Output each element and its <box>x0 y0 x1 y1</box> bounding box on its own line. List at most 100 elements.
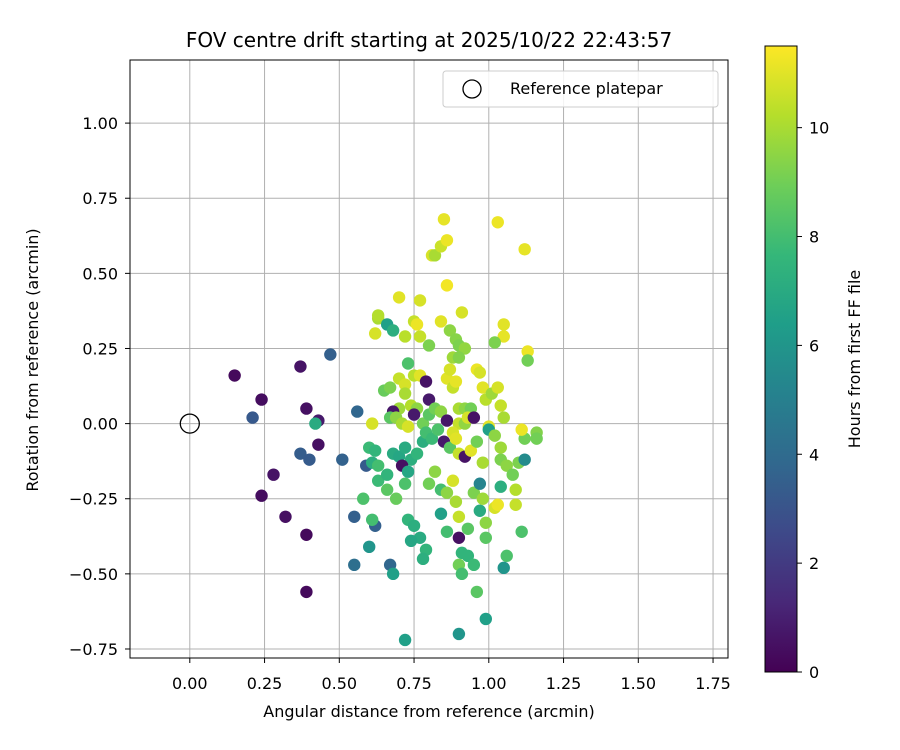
data-point-48 <box>452 351 466 364</box>
x-tick-label-7: 1.75 <box>695 674 731 693</box>
data-point-32 <box>413 294 427 307</box>
data-point-27 <box>386 324 400 337</box>
data-point-147 <box>404 534 418 548</box>
colorbar-tick-label-4: 8 <box>809 228 819 247</box>
data-point-52 <box>497 330 510 343</box>
data-point-41 <box>440 279 454 292</box>
data-point-121 <box>449 432 463 445</box>
data-point-64 <box>422 393 436 406</box>
data-point-4 <box>246 411 259 424</box>
x-tick-label-1: 0.25 <box>247 674 283 693</box>
data-point-13 <box>336 453 349 466</box>
x-tick-label-5: 1.25 <box>546 674 582 693</box>
x-axis-ticks: 0.00 0.25 0.50 0.75 1.00 1.25 1.50 1.75 <box>172 658 731 693</box>
data-point-46 <box>458 342 472 355</box>
data-point-170 <box>500 549 513 563</box>
data-point-33 <box>413 330 427 343</box>
y-tick-label-5: 0.50 <box>82 264 118 283</box>
x-axis-label: Angular distance from reference (arcmin) <box>263 702 594 721</box>
data-point-173 <box>509 498 522 511</box>
data-point-23 <box>368 327 382 340</box>
data-point-141 <box>398 477 412 490</box>
y-tick-label-3: 0.00 <box>82 415 118 434</box>
data-point-105 <box>371 474 385 487</box>
data-point-169 <box>494 480 507 493</box>
data-point-40 <box>434 315 448 328</box>
y-axis-ticks: −0.75 −0.50 −0.25 0.00 0.25 0.50 0.75 1.00 <box>69 114 130 659</box>
data-point-50 <box>518 243 531 256</box>
reference-marker <box>179 413 200 434</box>
data-point-125 <box>470 435 484 448</box>
data-point-42 <box>443 324 457 337</box>
data-point-39 <box>440 234 454 247</box>
data-point-73 <box>401 420 415 433</box>
data-point-148 <box>422 477 436 490</box>
data-point-15 <box>300 528 313 541</box>
data-point-160 <box>461 549 475 563</box>
data-point-49 <box>491 216 504 229</box>
data-point-66 <box>398 387 412 400</box>
data-point-165 <box>479 516 493 529</box>
data-point-8 <box>267 468 280 481</box>
data-point-140 <box>389 492 403 505</box>
data-point-3 <box>324 348 337 361</box>
plot-area: 0.00 0.25 0.50 0.75 1.00 1.25 1.50 1.75 −0.75−0… <box>69 59 731 693</box>
data-point-143 <box>407 519 421 532</box>
data-point-88 <box>476 381 490 394</box>
colorbar-gradient <box>764 45 798 673</box>
data-point-87 <box>473 366 487 379</box>
data-point-100 <box>365 417 379 430</box>
data-point-93 <box>497 411 510 424</box>
data-point-102 <box>368 444 382 457</box>
data-point-180 <box>470 585 484 599</box>
data-point-156 <box>452 510 466 523</box>
data-point-111 <box>410 447 424 460</box>
data-point-31 <box>410 318 424 331</box>
data-point-119 <box>443 441 457 454</box>
data-point-80 <box>443 363 457 376</box>
colorbar-ticks: 0 2 4 6 8 10 <box>797 119 829 682</box>
data-point-1 <box>255 393 268 406</box>
colorbar-tick-label-5: 10 <box>809 119 829 138</box>
data-point-74 <box>407 408 421 421</box>
data-point-82 <box>449 375 463 388</box>
data-point-38 <box>437 213 451 226</box>
data-point-172 <box>509 483 522 496</box>
legend-box <box>442 70 719 108</box>
data-point-36 <box>428 249 442 262</box>
data-point-78 <box>434 405 448 418</box>
data-point-178 <box>386 567 400 581</box>
data-point-131 <box>500 459 513 472</box>
data-point-18 <box>348 510 361 523</box>
data-point-129 <box>494 441 507 454</box>
data-point-55 <box>521 354 534 367</box>
data-point-163 <box>473 504 487 517</box>
data-point-174 <box>479 612 493 626</box>
data-point-126 <box>476 456 490 469</box>
data-point-185 <box>357 492 370 505</box>
data-point-151 <box>434 507 448 520</box>
data-point-12 <box>312 438 325 451</box>
data-point-34 <box>422 339 436 352</box>
data-point-22 <box>363 540 376 554</box>
data-point-138 <box>515 423 528 436</box>
data-point-153 <box>440 525 454 538</box>
data-point-171 <box>515 525 528 538</box>
data-point-7 <box>309 417 322 430</box>
data-point-161 <box>467 486 481 499</box>
colorbar-tick-label-3: 6 <box>809 336 819 355</box>
y-tick-label-6: 0.75 <box>82 189 118 208</box>
data-point-146 <box>416 552 430 566</box>
data-point-157 <box>452 531 466 544</box>
legend-entry-label: Reference platepar <box>510 79 663 98</box>
data-point-168 <box>491 498 504 511</box>
colorbar-tick-label-0: 0 <box>809 663 819 682</box>
data-point-51 <box>497 318 510 331</box>
data-point-124 <box>464 444 478 457</box>
data-point-57 <box>383 381 397 394</box>
colorbar-label: Hours from first FF file <box>845 270 864 449</box>
data-point-113 <box>401 465 415 478</box>
data-point-60 <box>401 357 415 370</box>
data-point-0 <box>228 369 241 382</box>
